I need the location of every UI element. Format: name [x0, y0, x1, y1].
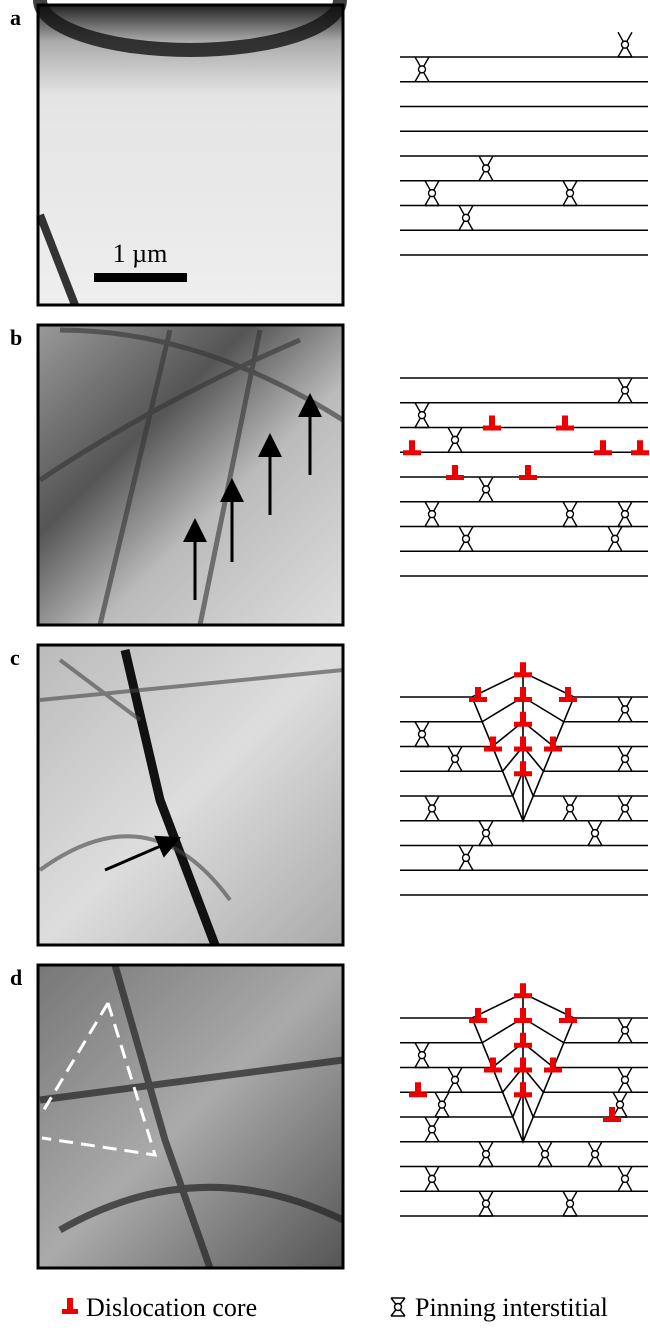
pinning-interstitial: [483, 830, 490, 837]
dislocation-core: [550, 737, 556, 749]
dislocation-core: [520, 1082, 526, 1094]
dislocation-core: [415, 1082, 421, 1094]
dislocation-core: [550, 1058, 556, 1070]
pinning-interstitial: [463, 854, 470, 861]
pinning-interstitial: [439, 1101, 446, 1108]
dislocation-core: [525, 465, 531, 477]
dislocation-core: [489, 416, 495, 428]
pinning-interstitial: [622, 1076, 629, 1083]
panel-label: d: [10, 965, 22, 990]
micrograph-c: [38, 645, 343, 945]
dislocation-core: [452, 465, 458, 477]
micrograph-b: [38, 325, 343, 625]
pinning-interstitial: [419, 66, 426, 73]
scale-bar: [94, 273, 187, 282]
figure: 1 µm a b c d Dislocation core Pinning in…: [0, 0, 650, 1333]
pinning-interstitial: [592, 830, 599, 837]
pinning-interstitial: [567, 805, 574, 812]
pinning-interstitial: [622, 387, 629, 394]
schematics: [400, 32, 649, 1216]
pinning-interstitial: [542, 1151, 549, 1158]
pinning-interstitial: [612, 535, 619, 542]
pinning-interstitial: [622, 706, 629, 713]
dislocation-core: [409, 440, 415, 452]
dislocation-core: [562, 416, 568, 428]
pinning-interstitial: [483, 486, 490, 493]
page: 1 µm a b c d Dislocation core Pinning in…: [0, 0, 650, 1333]
dislocation-core: [520, 761, 526, 773]
panel-label: b: [10, 325, 22, 350]
pinning-interstitial: [483, 1200, 490, 1207]
dislocation-core: [520, 1058, 526, 1070]
pinning-interstitial: [567, 190, 574, 197]
dislocation-core: [475, 1008, 481, 1020]
pinning-interstitial: [429, 190, 436, 197]
pinning-interstitial: [622, 1027, 629, 1034]
dislocation-core: [565, 1008, 571, 1020]
dislocation-core: [475, 687, 481, 699]
legend-label: Dislocation core: [86, 1293, 257, 1322]
pinning-interstitial: [617, 1101, 624, 1108]
dislocation-core: [490, 1058, 496, 1070]
legend-label: Pinning interstitial: [415, 1293, 608, 1322]
dislocation-core: [520, 712, 526, 724]
dislocation-core: [565, 687, 571, 699]
dislocation-core: [520, 1033, 526, 1045]
pinning-interstitial: [592, 1151, 599, 1158]
dislocation-core: [520, 662, 526, 674]
pinning-interstitial: [463, 535, 470, 542]
pinning-interstitial: [429, 1175, 436, 1182]
dislocation-core: [520, 687, 526, 699]
pinning-interstitial: [622, 1175, 629, 1182]
pinning-interstitial: [567, 511, 574, 518]
pinning-interstitial: [452, 1076, 459, 1083]
pinning-interstitial: [419, 412, 426, 419]
legend: Dislocation core Pinning interstitial: [62, 1293, 608, 1322]
dislocation-core: [520, 737, 526, 749]
panel-label: a: [10, 5, 21, 30]
scale-bar-label: 1 µm: [113, 239, 168, 268]
pinning-interstitial: [622, 805, 629, 812]
pinning-interstitial: [419, 1052, 426, 1059]
pinning-interstitial: [429, 805, 436, 812]
dislocation-core: [490, 737, 496, 749]
pinning-interstitial: [419, 731, 426, 738]
pinning-interstitial: [429, 1126, 436, 1133]
pinning-interstitial: [483, 165, 490, 172]
dislocation-core: [637, 440, 643, 452]
panel-label: c: [10, 645, 20, 670]
pinning-interstitial: [452, 436, 459, 443]
pinning-interstitial: [429, 511, 436, 518]
pinning-interstitial: [567, 1200, 574, 1207]
dislocation-core: [609, 1107, 615, 1119]
dislocation-core: [520, 983, 526, 995]
pinning-interstitial: [452, 755, 459, 762]
dislocation-core: [600, 440, 606, 452]
pinning-interstitial: [483, 1151, 490, 1158]
pinning-interstitial: [622, 511, 629, 518]
micrograph-d: [38, 965, 343, 1268]
micrograph-a: 1 µm: [38, 0, 343, 305]
pinning-interstitial: [463, 214, 470, 221]
pinning-interstitial: [622, 755, 629, 762]
dislocation-core: [520, 1008, 526, 1020]
pinning-interstitial: [622, 41, 629, 48]
